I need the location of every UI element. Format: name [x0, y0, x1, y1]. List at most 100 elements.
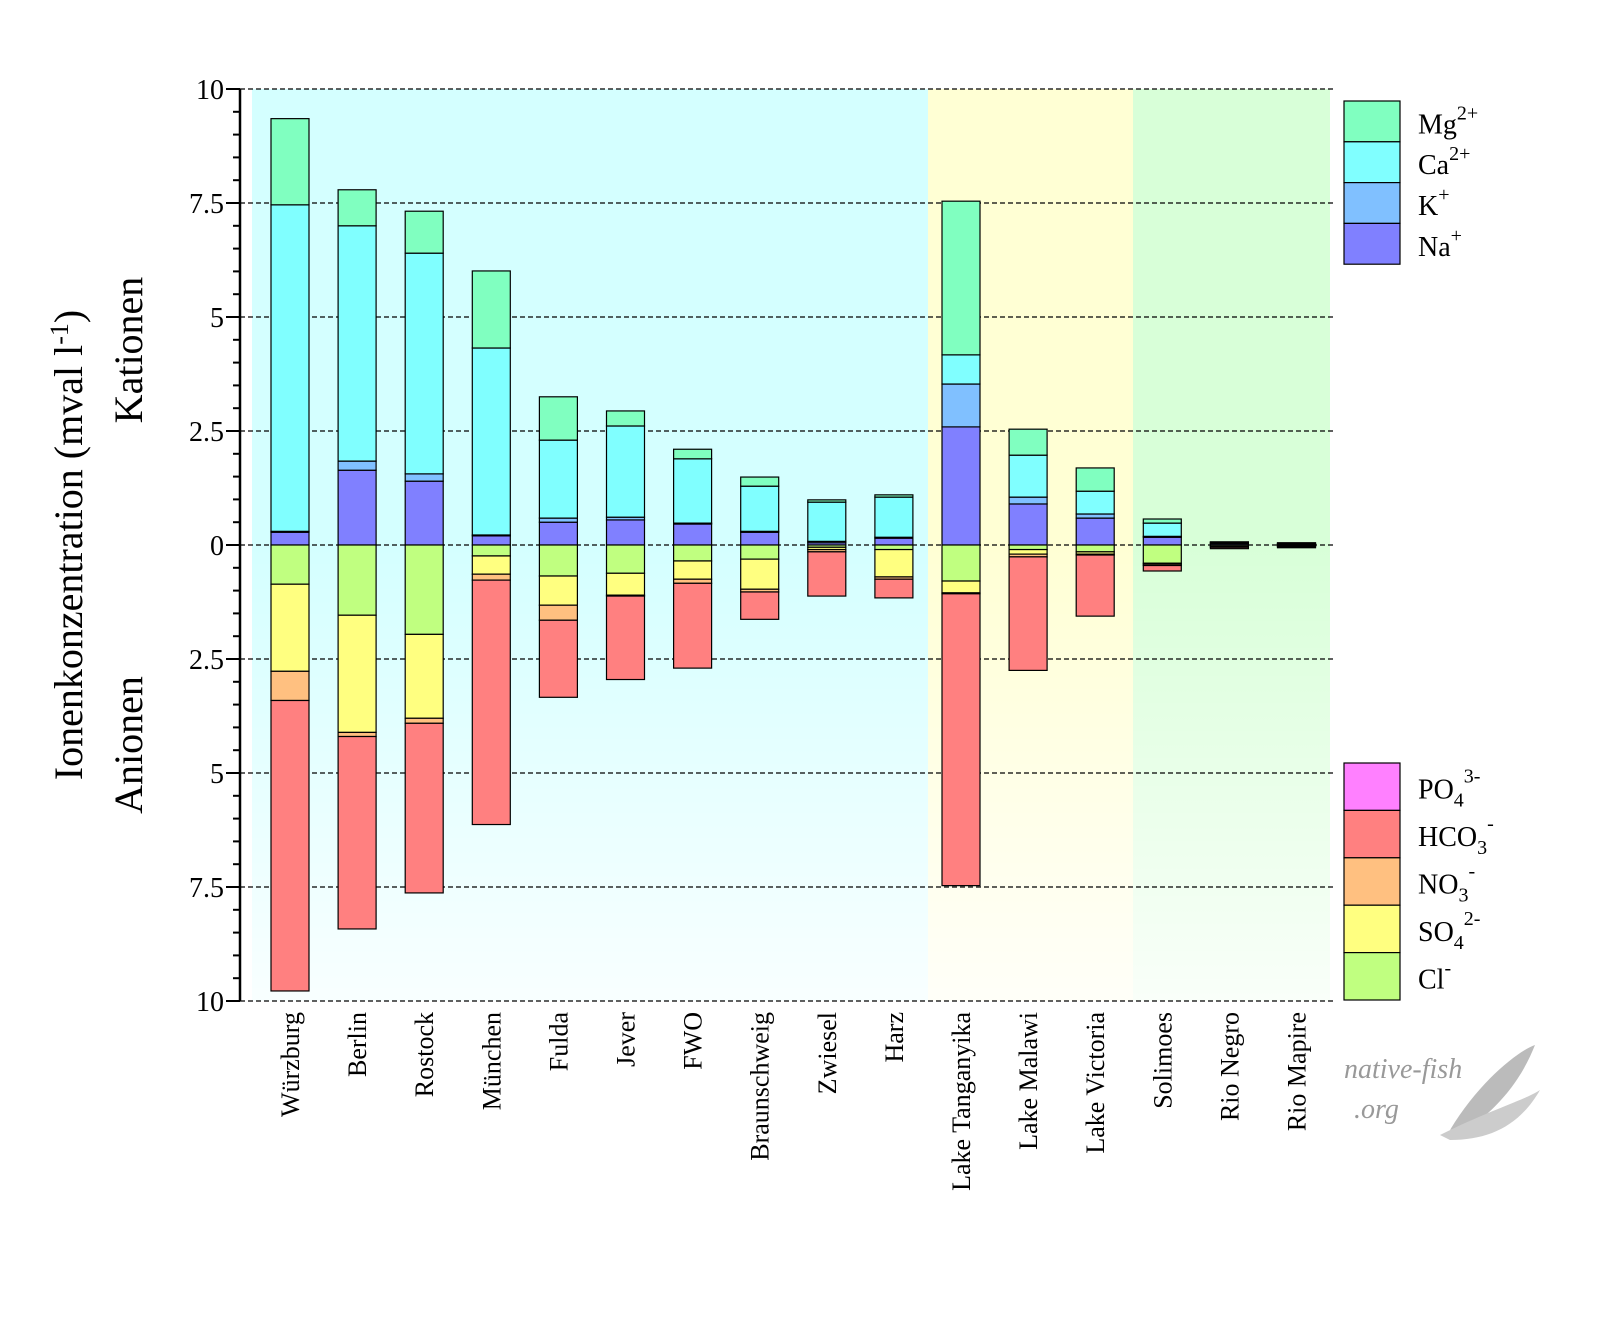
bar-cl: [1075, 544, 1115, 553]
legend-swatch-no3: [1343, 857, 1401, 906]
y-axis-title-main: Ionenkonzentration (mval l: [46, 345, 91, 780]
bar-mg: [874, 494, 914, 498]
y-tick-label: 10: [196, 75, 224, 106]
bar-ca: [538, 439, 579, 519]
bar-cl: [672, 544, 713, 562]
bar-na: [1008, 503, 1048, 546]
bar-no3: [337, 731, 377, 738]
watermark-text: native-fish: [1344, 1054, 1462, 1085]
bar-mg: [1008, 428, 1048, 456]
legend-label-hco3: HCO3-: [1418, 813, 1494, 859]
legend-label-k: K+: [1418, 184, 1450, 222]
bar-hco3: [605, 595, 646, 681]
bar-mg: [605, 410, 646, 427]
cations-label: Kationen: [106, 277, 151, 424]
bar-so4: [740, 558, 780, 590]
bar-cl: [740, 544, 780, 560]
bar-no3: [270, 670, 310, 702]
legend-swatch-ca: [1343, 141, 1401, 184]
bar-hco3: [807, 551, 847, 597]
bar-so4: [874, 548, 914, 578]
x-tick-label: Lake Malawi: [1014, 1012, 1043, 1150]
bar-so4: [672, 560, 713, 580]
bar-mg: [1075, 467, 1115, 492]
bar-ca: [1008, 454, 1048, 498]
bar-ca: [605, 425, 646, 518]
bar-na: [1075, 517, 1115, 546]
y-axis-title-end: ): [46, 310, 91, 323]
x-tick-label: Braunschweig: [746, 1012, 775, 1161]
bar-ca: [807, 501, 847, 542]
bars: [270, 118, 1317, 992]
bar-so4: [471, 555, 511, 575]
bar-k: [404, 473, 444, 482]
x-tick-label: Fulda: [544, 1012, 573, 1072]
bar-ca: [337, 225, 377, 462]
bar-k: [337, 460, 377, 471]
bar-na: [874, 537, 914, 546]
bar-mg: [941, 200, 981, 356]
x-tick-label: Rio Mapire: [1283, 1012, 1312, 1131]
legend-label-no3: NO3-: [1418, 861, 1475, 907]
bar-na: [672, 523, 713, 546]
bar-ca: [941, 354, 981, 385]
bar-ca: [874, 496, 914, 538]
bar-hco3: [1276, 546, 1317, 549]
y-axis-title: Ionenkonzentration (mval l-1): [45, 310, 91, 780]
legend-swatch-na: [1343, 222, 1401, 265]
bar-cl: [941, 544, 981, 582]
bar-so4: [941, 580, 981, 594]
legend-swatch-so4: [1343, 904, 1401, 954]
bar-cl: [404, 544, 444, 635]
bar-hco3: [538, 619, 579, 698]
bar-na: [740, 531, 780, 546]
bar-cl: [538, 544, 579, 577]
x-tick-label: Solimoes: [1148, 1012, 1177, 1109]
legend-swatch-k: [1343, 182, 1401, 225]
x-tick-label: Berlin: [343, 1012, 372, 1077]
x-tick-label: FWO: [679, 1012, 708, 1070]
bar-cl: [471, 544, 511, 557]
bar-so4: [538, 575, 579, 606]
bar-mg: [538, 396, 579, 441]
watermark-text-org: .org: [1354, 1094, 1399, 1125]
bar-hco3: [1075, 554, 1115, 617]
bar-so4: [1008, 548, 1048, 555]
y-tick-label: 5: [210, 759, 224, 790]
bar-hco3: [471, 579, 511, 826]
bar-mg: [471, 270, 511, 349]
watermark: native-fish .org: [1344, 1045, 1540, 1140]
bar-hco3: [404, 722, 444, 894]
y-tick-label: 7.5: [189, 189, 224, 220]
bar-hco3: [740, 591, 780, 620]
fish-logo-icon: [1440, 1045, 1540, 1140]
bar-na: [270, 531, 310, 546]
x-tick-label: Lake Victoria: [1081, 1012, 1110, 1154]
bar-k: [538, 517, 579, 523]
anions-label: Anionen: [106, 676, 151, 814]
bar-no3: [471, 573, 511, 581]
y-tick-label: 2.5: [189, 645, 224, 676]
bar-so4: [605, 572, 646, 596]
y-axis: 10 7.5 5 2.5 0 2.5 5 7.5 10: [189, 75, 242, 1018]
bar-cl: [605, 544, 646, 574]
bar-so4: [270, 583, 310, 672]
legend: Mg2+Ca2+K+Na+ PO43-HCO3-NO3-SO42-Cl-: [1343, 100, 1494, 1001]
bar-hco3: [337, 735, 377, 930]
legend-swatch-cl: [1343, 951, 1401, 1001]
bar-mg: [270, 118, 310, 206]
gridlines: [240, 88, 1335, 1002]
bar-na: [471, 535, 511, 546]
bar-ca: [740, 485, 780, 532]
bar-so4: [404, 633, 444, 719]
bar-na: [337, 469, 377, 546]
bar-ca: [471, 347, 511, 536]
bar-cl: [337, 544, 377, 616]
bar-cl: [1008, 544, 1048, 551]
legend-label-na: Na+: [1418, 225, 1462, 263]
bar-ca: [270, 204, 310, 532]
bar-hco3: [270, 699, 310, 992]
bar-hco3: [1008, 556, 1048, 672]
x-tick-label: Rostock: [410, 1012, 439, 1097]
bar-no3: [404, 717, 444, 724]
